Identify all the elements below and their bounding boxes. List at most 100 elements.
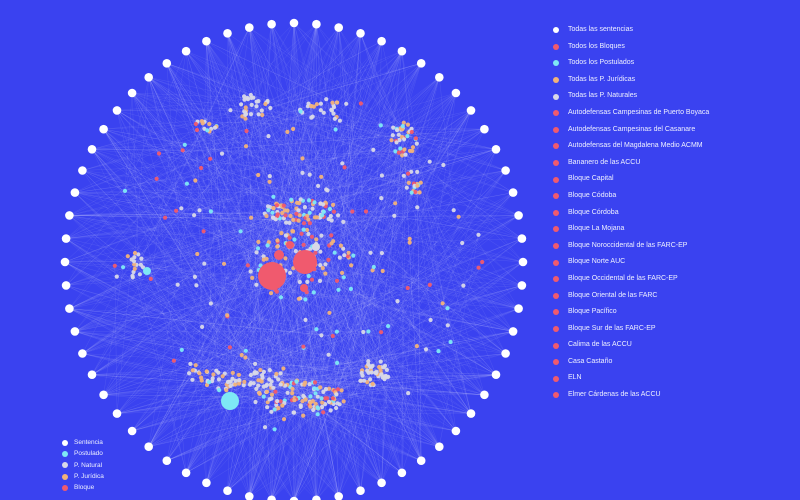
- graph-node[interactable]: [327, 310, 332, 315]
- graph-node[interactable]: [290, 386, 295, 391]
- sentencia-node[interactable]: [78, 166, 87, 175]
- graph-node[interactable]: [267, 377, 272, 382]
- filter-item[interactable]: Autodefensas Campesinas del Casanare: [553, 122, 709, 139]
- graph-node[interactable]: [233, 382, 238, 387]
- sentencia-node[interactable]: [144, 442, 153, 452]
- graph-node[interactable]: [260, 112, 265, 118]
- graph-node[interactable]: [260, 375, 265, 380]
- graph-node[interactable]: [320, 266, 325, 271]
- graph-node[interactable]: [122, 188, 128, 193]
- graph-node[interactable]: [336, 213, 341, 218]
- filter-item[interactable]: Bloque Noroccidental de las FARC-EP: [553, 238, 709, 255]
- graph-node[interactable]: [332, 116, 337, 121]
- graph-node[interactable]: [367, 364, 372, 369]
- graph-node[interactable]: [280, 403, 285, 408]
- graph-node[interactable]: [225, 379, 230, 385]
- graph-node[interactable]: [298, 197, 303, 202]
- graph-node[interactable]: [335, 100, 340, 105]
- graph-node[interactable]: [314, 327, 319, 332]
- sentencia-node[interactable]: [334, 492, 343, 500]
- graph-node[interactable]: [264, 383, 269, 388]
- graph-node[interactable]: [130, 273, 135, 278]
- graph-node[interactable]: [379, 196, 384, 201]
- graph-node[interactable]: [371, 147, 376, 152]
- graph-node[interactable]: [271, 385, 276, 390]
- graph-node[interactable]: [315, 412, 320, 417]
- filter-item[interactable]: Bloque Capital: [553, 171, 709, 188]
- graph-node[interactable]: [403, 152, 408, 157]
- sentencia-node[interactable]: [202, 478, 211, 488]
- graph-node[interactable]: [265, 405, 270, 410]
- graph-node[interactable]: [310, 206, 315, 211]
- graph-node[interactable]: [344, 101, 349, 106]
- graph-node[interactable]: [323, 387, 328, 392]
- graph-node[interactable]: [407, 240, 412, 245]
- graph-node[interactable]: [285, 390, 290, 395]
- graph-node[interactable]: [254, 104, 259, 109]
- sentencia-node[interactable]: [112, 106, 122, 115]
- sentencia-node[interactable]: [112, 409, 122, 418]
- sentencia-node[interactable]: [416, 456, 426, 466]
- graph-node[interactable]: [199, 378, 204, 383]
- graph-node[interactable]: [436, 349, 441, 354]
- graph-node[interactable]: [300, 156, 305, 161]
- sentencia-node[interactable]: [70, 188, 80, 197]
- graph-node[interactable]: [131, 259, 137, 264]
- bloque-node[interactable]: [274, 250, 284, 260]
- graph-node[interactable]: [265, 98, 270, 104]
- sentencia-node[interactable]: [517, 234, 527, 243]
- graph-node[interactable]: [333, 127, 338, 132]
- graph-node[interactable]: [242, 379, 247, 384]
- sentencia-node[interactable]: [491, 370, 501, 380]
- filter-item[interactable]: ELN: [553, 370, 709, 387]
- graph-node[interactable]: [312, 380, 318, 385]
- graph-node[interactable]: [369, 370, 374, 375]
- graph-node[interactable]: [276, 406, 281, 411]
- graph-node[interactable]: [298, 403, 303, 408]
- graph-node[interactable]: [370, 268, 375, 273]
- sentencia-node[interactable]: [127, 88, 137, 98]
- graph-node[interactable]: [305, 279, 310, 284]
- filter-item[interactable]: Bloque Norte AUC: [553, 254, 709, 271]
- filter-item[interactable]: Calima de las ACCU: [553, 337, 709, 354]
- graph-node[interactable]: [329, 108, 334, 113]
- graph-node[interactable]: [294, 211, 299, 216]
- graph-node[interactable]: [303, 297, 308, 302]
- graph-node[interactable]: [311, 407, 316, 413]
- graph-node[interactable]: [341, 219, 346, 224]
- graph-node[interactable]: [239, 102, 244, 107]
- sentencia-node[interactable]: [514, 304, 523, 313]
- graph-node[interactable]: [269, 396, 274, 401]
- graph-node[interactable]: [331, 209, 337, 214]
- graph-node[interactable]: [405, 285, 410, 291]
- graph-node[interactable]: [381, 365, 386, 370]
- graph-node[interactable]: [210, 376, 215, 381]
- graph-node[interactable]: [148, 276, 153, 281]
- graph-node[interactable]: [314, 215, 320, 220]
- graph-node[interactable]: [402, 137, 407, 142]
- graph-node[interactable]: [404, 185, 409, 190]
- graph-node[interactable]: [378, 359, 383, 364]
- sentencia-node[interactable]: [312, 495, 321, 500]
- sentencia-node[interactable]: [416, 59, 426, 68]
- graph-node[interactable]: [401, 120, 406, 125]
- graph-node[interactable]: [254, 250, 259, 255]
- graph-node[interactable]: [306, 231, 311, 237]
- filter-item[interactable]: Todos los Bloques: [553, 39, 709, 56]
- graph-node[interactable]: [326, 386, 332, 391]
- graph-node[interactable]: [361, 329, 366, 335]
- graph-node[interactable]: [132, 250, 138, 256]
- graph-node[interactable]: [307, 210, 312, 215]
- sentencia-node[interactable]: [223, 486, 232, 496]
- graph-node[interactable]: [409, 169, 414, 174]
- graph-node[interactable]: [309, 277, 315, 282]
- graph-node[interactable]: [138, 262, 143, 267]
- graph-node[interactable]: [273, 217, 278, 222]
- sentencia-node[interactable]: [289, 496, 299, 500]
- sentencia-node[interactable]: [514, 211, 523, 220]
- graph-node[interactable]: [272, 407, 277, 412]
- graph-node[interactable]: [320, 400, 325, 405]
- graph-node[interactable]: [331, 202, 336, 207]
- graph-node[interactable]: [379, 251, 384, 256]
- graph-node[interactable]: [299, 231, 304, 236]
